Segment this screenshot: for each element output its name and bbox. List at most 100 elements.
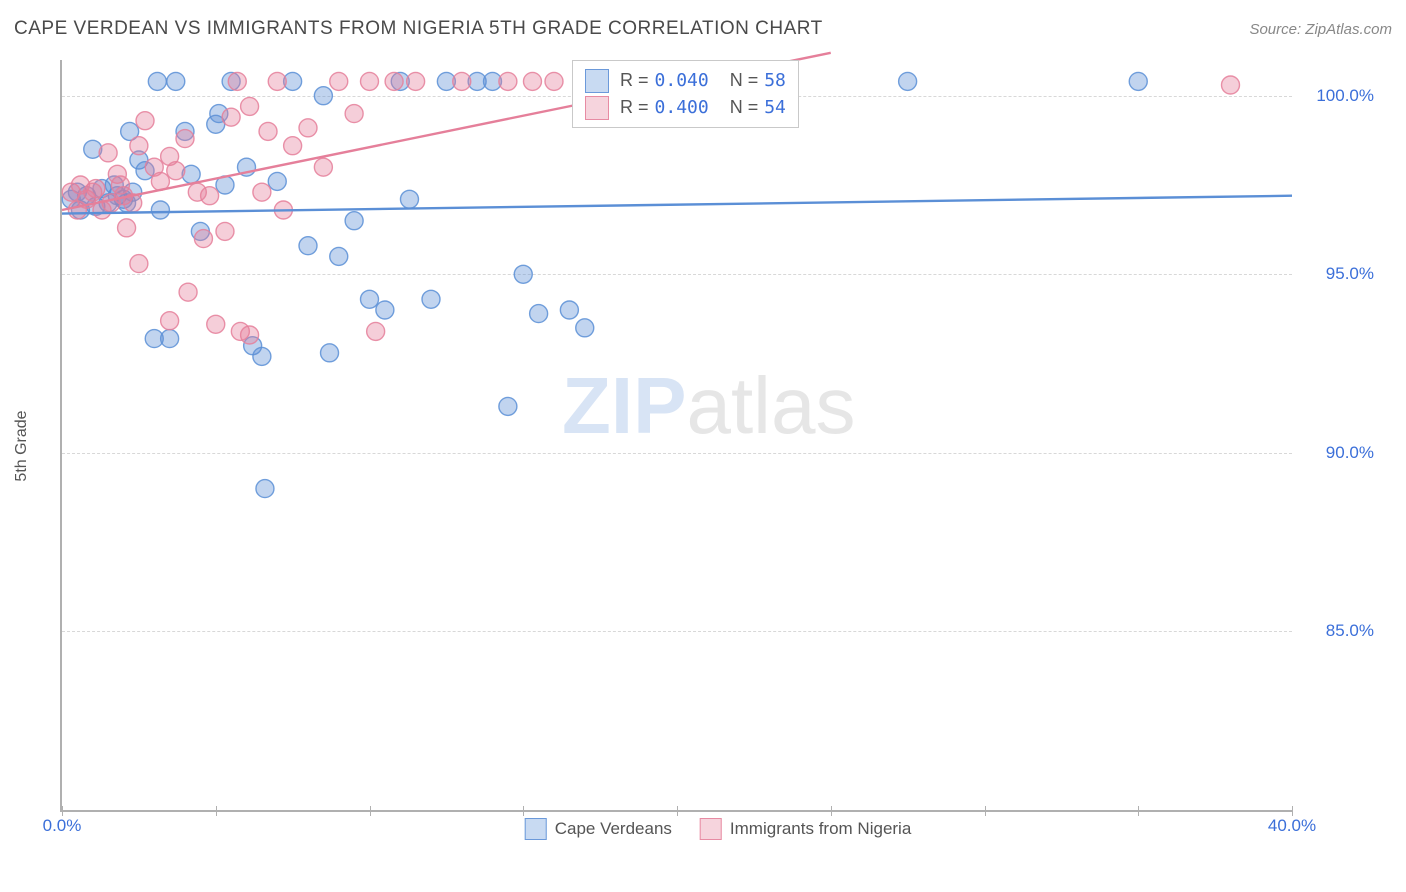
x-tick bbox=[216, 806, 217, 816]
scatter-point bbox=[118, 219, 136, 237]
r-label: R = bbox=[615, 67, 649, 94]
scatter-point bbox=[514, 265, 532, 283]
legend-swatch bbox=[585, 69, 609, 93]
scatter-point bbox=[345, 105, 363, 123]
y-tick-label: 95.0% bbox=[1326, 264, 1374, 284]
scatter-point bbox=[179, 283, 197, 301]
scatter-point bbox=[201, 187, 219, 205]
legend-swatch bbox=[585, 96, 609, 120]
scatter-point bbox=[321, 344, 339, 362]
scatter-point bbox=[228, 72, 246, 90]
scatter-point bbox=[241, 97, 259, 115]
scatter-point bbox=[216, 222, 234, 240]
scatter-point bbox=[176, 130, 194, 148]
scatter-point bbox=[161, 330, 179, 348]
legend-swatch bbox=[525, 818, 547, 840]
plot-container: ZIPatlas R = 0.040 N = 58 R = 0.400 N = … bbox=[60, 60, 1376, 810]
scatter-point bbox=[161, 312, 179, 330]
y-tick-label: 85.0% bbox=[1326, 621, 1374, 641]
plot-area: ZIPatlas R = 0.040 N = 58 R = 0.400 N = … bbox=[60, 60, 1292, 812]
n-value: 54 bbox=[764, 94, 786, 121]
scatter-point bbox=[299, 237, 317, 255]
scatter-point bbox=[99, 144, 117, 162]
scatter-point bbox=[136, 112, 154, 130]
scatter-point bbox=[1222, 76, 1240, 94]
scatter-point bbox=[253, 347, 271, 365]
x-tick bbox=[370, 806, 371, 816]
scatter-point bbox=[560, 301, 578, 319]
scatter-point bbox=[284, 137, 302, 155]
correlation-row: R = 0.400 N = 54 bbox=[585, 94, 786, 121]
x-tick bbox=[1138, 806, 1139, 816]
scatter-point bbox=[148, 72, 166, 90]
chart-title: CAPE VERDEAN VS IMMIGRANTS FROM NIGERIA … bbox=[14, 18, 823, 40]
scatter-point bbox=[385, 72, 403, 90]
x-tick-label: 40.0% bbox=[1268, 816, 1316, 836]
y-tick-label: 90.0% bbox=[1326, 443, 1374, 463]
scatter-point bbox=[194, 230, 212, 248]
scatter-point bbox=[523, 72, 541, 90]
correlation-row: R = 0.040 N = 58 bbox=[585, 67, 786, 94]
legend-label: Immigrants from Nigeria bbox=[730, 819, 911, 839]
series-legend: Cape Verdeans Immigrants from Nigeria bbox=[525, 818, 912, 840]
scatter-point bbox=[241, 326, 259, 344]
legend-item: Cape Verdeans bbox=[525, 818, 672, 840]
scatter-point bbox=[268, 172, 286, 190]
scatter-point bbox=[407, 72, 425, 90]
x-tick bbox=[62, 806, 63, 816]
scatter-point bbox=[361, 290, 379, 308]
scatter-point bbox=[899, 72, 917, 90]
scatter-point bbox=[499, 72, 517, 90]
scatter-point bbox=[330, 72, 348, 90]
scatter-point bbox=[268, 72, 286, 90]
scatter-point bbox=[530, 305, 548, 323]
scatter-point bbox=[345, 212, 363, 230]
scatter-point bbox=[207, 315, 225, 333]
scatter-point bbox=[222, 108, 240, 126]
scatter-point bbox=[1129, 72, 1147, 90]
scatter-point bbox=[130, 255, 148, 273]
scatter-point bbox=[400, 190, 418, 208]
n-label: N = bbox=[715, 67, 759, 94]
x-tick bbox=[831, 806, 832, 816]
scatter-point bbox=[361, 72, 379, 90]
scatter-point bbox=[130, 137, 148, 155]
legend-swatch bbox=[700, 818, 722, 840]
scatter-point bbox=[330, 247, 348, 265]
scatter-point bbox=[422, 290, 440, 308]
y-axis-label: 5th Grade bbox=[13, 410, 31, 481]
r-label: R = bbox=[615, 94, 649, 121]
scatter-point bbox=[167, 72, 185, 90]
trend-line bbox=[62, 196, 1292, 214]
scatter-point bbox=[256, 480, 274, 498]
scatter-point bbox=[299, 119, 317, 137]
x-tick bbox=[677, 806, 678, 816]
y-tick-label: 100.0% bbox=[1316, 86, 1374, 106]
scatter-point bbox=[314, 158, 332, 176]
scatter-point bbox=[367, 322, 385, 340]
scatter-point bbox=[253, 183, 271, 201]
correlation-legend: R = 0.040 N = 58 R = 0.400 N = 54 bbox=[572, 60, 799, 128]
scatter-point bbox=[167, 162, 185, 180]
chart-header: CAPE VERDEAN VS IMMIGRANTS FROM NIGERIA … bbox=[14, 18, 1392, 40]
x-tick bbox=[523, 806, 524, 816]
x-tick bbox=[985, 806, 986, 816]
scatter-svg bbox=[62, 60, 1292, 810]
x-tick-label: 0.0% bbox=[43, 816, 82, 836]
scatter-point bbox=[453, 72, 471, 90]
x-tick bbox=[1292, 806, 1293, 816]
scatter-point bbox=[499, 397, 517, 415]
scatter-point bbox=[376, 301, 394, 319]
legend-label: Cape Verdeans bbox=[555, 819, 672, 839]
scatter-point bbox=[545, 72, 563, 90]
scatter-point bbox=[576, 319, 594, 337]
scatter-point bbox=[259, 122, 277, 140]
n-label: N = bbox=[715, 94, 759, 121]
scatter-point bbox=[151, 201, 169, 219]
scatter-point bbox=[314, 87, 332, 105]
legend-item: Immigrants from Nigeria bbox=[700, 818, 911, 840]
source-attribution: Source: ZipAtlas.com bbox=[1249, 21, 1392, 38]
r-value: 0.400 bbox=[655, 94, 709, 121]
scatter-point bbox=[87, 180, 105, 198]
r-value: 0.040 bbox=[655, 67, 709, 94]
